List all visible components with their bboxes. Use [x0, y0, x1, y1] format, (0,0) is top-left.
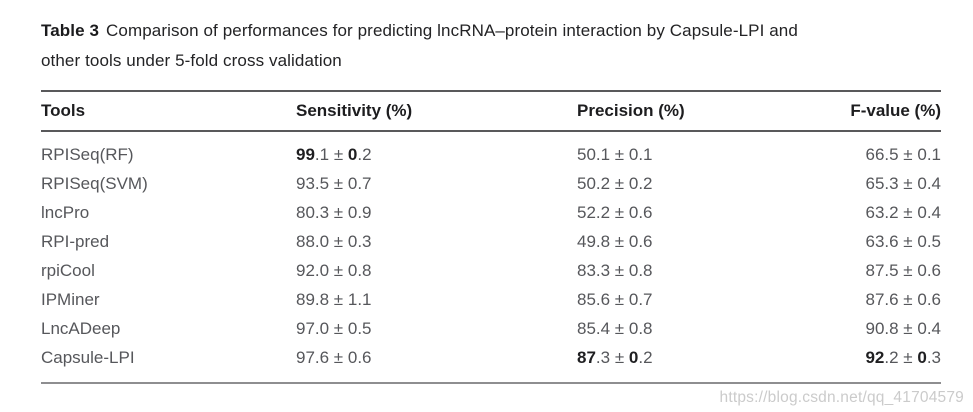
value-segment: 52.2 ± 0.6	[577, 203, 653, 222]
value-segment-bold: 0	[628, 348, 639, 367]
value-segment: 89.8 ± 1.1	[296, 290, 372, 309]
comparison-table: Tools Sensitivity (%) Precision (%) F-va…	[41, 90, 941, 384]
caption-line-1: Table 3 Comparison of performances for pr…	[41, 16, 941, 46]
table-row: lncPro 80.3 ± 0.9 52.2 ± 0.6 63.2 ± 0.4	[41, 198, 941, 227]
value-segment: 87.5 ± 0.6	[865, 261, 942, 280]
caption-text-line-1: Comparison of performances for predictin…	[106, 21, 798, 40]
tool-name-cell: lncPro	[41, 203, 90, 222]
value-segment: 50.1 ± 0.1	[577, 145, 653, 164]
caption-label: Table 3	[41, 21, 100, 40]
precision-cell: 85.4 ± 0.8	[577, 314, 866, 343]
sensitivity-cell: 89.8 ± 1.1	[296, 285, 577, 314]
value-segment: 49.8 ± 0.6	[577, 232, 653, 251]
value-segment: 85.4 ± 0.8	[577, 319, 653, 338]
sensitivity-cell: 80.3 ± 0.9	[296, 198, 577, 227]
table-header-row: Tools Sensitivity (%) Precision (%) F-va…	[41, 90, 941, 132]
value-segment: 90.8 ± 0.4	[865, 319, 942, 338]
value-segment: .3	[926, 348, 941, 367]
table-row: RPISeq(SVM) 93.5 ± 0.7 50.2 ± 0.2 65.3 ± 0.…	[41, 169, 941, 198]
caption-line-2: other tools under 5-fold cross validatio…	[41, 51, 342, 70]
column-header-f-value: F-value (%)	[850, 101, 941, 120]
table-caption: Table 3 Comparison of performances for pr…	[41, 16, 941, 76]
table-body: RPISeq(RF) 99.1 ± 0.2 50.1 ± 0.1 66.5 ± 0.1…	[41, 132, 941, 384]
table-row: LncADeep 97.0 ± 0.5 85.4 ± 0.8 90.8 ± 0.4	[41, 314, 941, 343]
column-header-sensitivity: Sensitivity (%)	[296, 101, 413, 120]
column-header-precision: Precision (%)	[577, 101, 685, 120]
value-segment-bold: 0	[347, 145, 358, 164]
column-header-tools: Tools	[41, 101, 86, 120]
value-segment: 65.3 ± 0.4	[865, 174, 942, 193]
table-row: RPISeq(RF) 99.1 ± 0.2 50.1 ± 0.1 66.5 ± 0.1	[41, 140, 941, 169]
value-segment: 93.5 ± 0.7	[296, 174, 372, 193]
value-segment: 88.0 ± 0.3	[296, 232, 372, 251]
value-segment: 50.2 ± 0.2	[577, 174, 653, 193]
value-segment: 63.2 ± 0.4	[865, 203, 942, 222]
value-segment: .1 ±	[314, 145, 348, 164]
value-segment-bold: 0	[917, 348, 927, 367]
value-segment: 66.5 ± 0.1	[865, 145, 942, 164]
tool-name-cell: RPISeq(RF)	[41, 145, 134, 164]
precision-cell: 83.3 ± 0.8	[577, 256, 866, 285]
precision-cell: 85.6 ± 0.7	[577, 285, 866, 314]
precision-cell: 50.1 ± 0.1	[577, 140, 866, 169]
f-value-cell: 87.5 ± 0.6	[866, 256, 942, 285]
value-segment: 63.6 ± 0.5	[865, 232, 942, 251]
value-segment: .2	[638, 348, 653, 367]
value-segment-bold: 87	[577, 348, 596, 367]
value-segment: 83.3 ± 0.8	[577, 261, 653, 280]
f-value-cell: 63.2 ± 0.4	[866, 198, 942, 227]
f-value-cell: 87.6 ± 0.6	[866, 285, 942, 314]
precision-cell: 52.2 ± 0.6	[577, 198, 866, 227]
tool-name-cell: Capsule-LPI	[41, 348, 135, 367]
value-segment: 97.0 ± 0.5	[296, 319, 372, 338]
table-row: Capsule-LPI 97.6 ± 0.6 87.3 ± 0.2 92.2 ± 0.…	[41, 343, 941, 372]
value-segment-bold: 92	[865, 348, 885, 367]
tool-name-cell: RPI-pred	[41, 232, 110, 251]
precision-cell: 87.3 ± 0.2	[577, 343, 865, 372]
value-segment: .2	[357, 145, 372, 164]
sensitivity-cell: 99.1 ± 0.2	[296, 140, 577, 169]
tool-name-cell: IPMiner	[41, 290, 100, 309]
sensitivity-cell: 97.6 ± 0.6	[296, 343, 577, 372]
f-value-cell: 65.3 ± 0.4	[866, 169, 942, 198]
value-segment-bold: 99	[296, 145, 315, 164]
f-value-cell: 66.5 ± 0.1	[866, 140, 942, 169]
value-segment: 80.3 ± 0.9	[296, 203, 372, 222]
table-row: rpiCool 92.0 ± 0.8 83.3 ± 0.8 87.5 ± 0.6	[41, 256, 941, 285]
sensitivity-cell: 93.5 ± 0.7	[296, 169, 577, 198]
tool-name-cell: LncADeep	[41, 319, 121, 338]
sensitivity-cell: 92.0 ± 0.8	[296, 256, 577, 285]
value-segment: 85.6 ± 0.7	[577, 290, 653, 309]
value-segment: .3 ±	[595, 348, 629, 367]
value-segment: 97.6 ± 0.6	[296, 348, 372, 367]
watermark: https://blog.csdn.net/qq_41704579	[719, 389, 964, 406]
precision-cell: 50.2 ± 0.2	[577, 169, 866, 198]
tool-name-cell: rpiCool	[41, 261, 95, 280]
f-value-cell: 90.8 ± 0.4	[866, 314, 942, 343]
sensitivity-cell: 88.0 ± 0.3	[296, 227, 577, 256]
value-segment: .2 ±	[884, 348, 918, 367]
tool-name-cell: RPISeq(SVM)	[41, 174, 148, 193]
table-row: IPMiner 89.8 ± 1.1 85.6 ± 0.7 87.6 ± 0.6	[41, 285, 941, 314]
value-segment: 87.6 ± 0.6	[865, 290, 942, 309]
f-value-cell: 63.6 ± 0.5	[866, 227, 942, 256]
table-row: RPI-pred 88.0 ± 0.3 49.8 ± 0.6 63.6 ± 0.5	[41, 227, 941, 256]
f-value-cell: 92.2 ± 0.3	[865, 343, 941, 372]
precision-cell: 49.8 ± 0.6	[577, 227, 866, 256]
value-segment: 92.0 ± 0.8	[296, 261, 372, 280]
sensitivity-cell: 97.0 ± 0.5	[296, 314, 577, 343]
